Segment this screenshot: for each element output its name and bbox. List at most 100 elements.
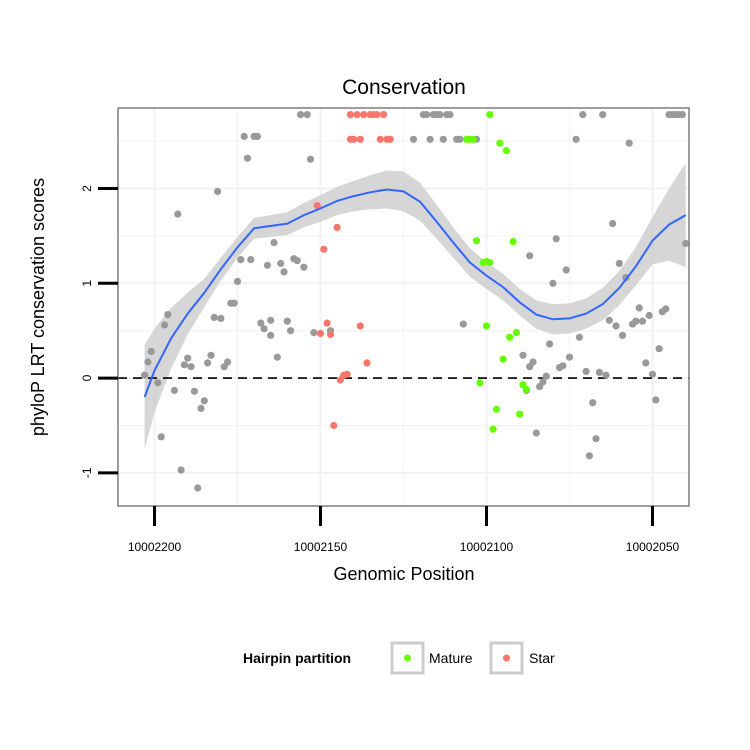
- legend-marker-mature: [404, 654, 411, 662]
- data-point-other: [147, 347, 155, 356]
- data-point-other: [157, 433, 165, 441]
- y-tick-label: 2: [80, 185, 94, 192]
- data-point-other: [599, 111, 607, 119]
- data-point-star: [363, 359, 371, 367]
- data-point-other: [260, 325, 268, 333]
- data-point-other: [267, 331, 275, 339]
- data-point-other: [546, 340, 554, 348]
- data-point-other: [247, 256, 255, 264]
- data-point-other: [409, 135, 418, 143]
- legend: Hairpin partition Mature Star: [243, 641, 555, 675]
- data-point-other: [552, 235, 560, 243]
- data-point-star: [376, 135, 384, 143]
- x-tick-label: 10002100: [460, 540, 514, 554]
- data-point-other: [655, 345, 663, 353]
- data-point-other: [190, 387, 198, 395]
- data-point-other: [459, 320, 467, 328]
- data-point-other: [233, 277, 242, 285]
- data-point-star: [380, 111, 388, 119]
- data-point-mature: [496, 139, 504, 147]
- data-point-other: [230, 299, 238, 307]
- data-point-other: [160, 321, 169, 329]
- data-point-other: [526, 252, 534, 260]
- data-point-star: [356, 322, 364, 330]
- data-point-other: [207, 351, 215, 359]
- data-point-mature: [472, 237, 481, 245]
- data-point-mature: [486, 258, 494, 267]
- legend-label-star: Star: [529, 650, 555, 666]
- data-point-other: [645, 311, 653, 320]
- data-point-star: [360, 111, 368, 119]
- x-tick-label: 10002200: [128, 540, 182, 554]
- legend-marker-star: [503, 654, 510, 662]
- data-point-other: [243, 154, 252, 162]
- data-point-other: [589, 399, 597, 407]
- data-point-star: [316, 329, 325, 338]
- legend-key-star: [489, 641, 524, 675]
- data-point-other: [439, 135, 447, 143]
- data-point-other: [565, 353, 574, 361]
- data-point-other: [582, 367, 590, 375]
- data-point-other: [310, 329, 318, 337]
- data-point-mature: [509, 238, 517, 246]
- data-point-other: [529, 358, 537, 366]
- data-point-mature: [469, 135, 477, 143]
- data-point-other: [280, 268, 288, 276]
- data-point-other: [602, 371, 610, 379]
- data-point-other: [678, 111, 687, 119]
- y-axis-label: phyloP LRT conservation scores: [28, 178, 48, 436]
- y-tick-label: 0: [80, 374, 94, 381]
- data-point-other: [273, 353, 281, 361]
- legend-label-mature: Mature: [429, 650, 473, 666]
- data-point-other: [174, 210, 182, 218]
- data-point-other: [300, 263, 308, 271]
- smooth-trend-line: [143, 188, 687, 398]
- data-point-mature: [489, 425, 497, 433]
- x-axis-label: Genomic Position: [333, 564, 474, 584]
- y-tick-label: -1: [80, 467, 94, 478]
- y-axis: -1 0 1 2: [80, 185, 118, 478]
- data-point-mature: [516, 410, 524, 418]
- data-point-other: [539, 378, 547, 386]
- data-point-other: [253, 132, 261, 140]
- data-point-star: [320, 245, 328, 253]
- data-point-other: [615, 259, 623, 267]
- data-point-other: [277, 259, 285, 267]
- confidence-band: [144, 163, 686, 450]
- data-point-other: [592, 435, 600, 443]
- data-point-other: [306, 155, 315, 163]
- data-point-other: [519, 351, 527, 359]
- data-point-other: [170, 386, 178, 394]
- data-point-other: [635, 304, 643, 312]
- data-point-other: [652, 396, 660, 404]
- data-point-other: [194, 484, 202, 492]
- x-axis: 10002200 10002150 10002100 10002050: [128, 506, 680, 554]
- data-point-other: [648, 370, 657, 378]
- data-point-other: [144, 358, 152, 366]
- data-point-other: [240, 132, 248, 140]
- data-point-other: [532, 429, 540, 437]
- data-point-other: [267, 316, 275, 324]
- data-point-other: [214, 187, 222, 195]
- data-point-other: [662, 305, 670, 313]
- data-point-other: [297, 111, 305, 119]
- data-point-other: [184, 354, 192, 362]
- data-point-mature: [492, 405, 501, 413]
- data-point-star: [330, 421, 338, 430]
- panel-border: [117, 107, 690, 507]
- data-point-other: [585, 452, 594, 460]
- data-point-other: [197, 404, 205, 412]
- data-point-other: [180, 361, 188, 369]
- data-point-mature: [522, 385, 530, 393]
- data-point-star: [356, 135, 364, 143]
- data-point-other: [609, 220, 617, 228]
- data-point-star: [373, 111, 381, 119]
- data-point-other: [217, 314, 225, 322]
- data-point-other: [619, 331, 627, 339]
- data-point-other: [456, 135, 464, 143]
- data-point-other: [303, 111, 311, 119]
- data-point-other: [572, 135, 580, 143]
- data-point-other: [423, 111, 431, 119]
- data-point-other: [210, 313, 218, 321]
